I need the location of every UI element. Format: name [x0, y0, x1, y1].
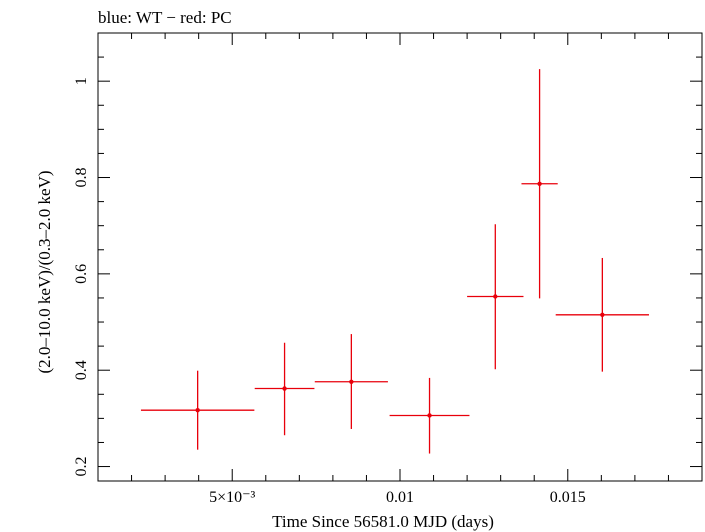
point-marker [427, 413, 432, 418]
x-axis-label: Time Since 56581.0 MJD (days) [272, 512, 494, 531]
point-marker [282, 386, 287, 391]
tick-labels: 5×10⁻³ 0.01 0.015 0.2 0.4 0.6 0.8 1 [73, 77, 586, 506]
data-series [140, 69, 649, 454]
point-marker [537, 181, 542, 186]
data-point [521, 69, 558, 299]
data-point [314, 334, 388, 429]
y-tick-label: 1 [73, 77, 90, 85]
y-tick-label: 0.6 [73, 264, 90, 284]
point-marker [493, 294, 498, 299]
x-tick-label: 0.015 [550, 489, 586, 506]
chart-title: blue: WT − red: PC [98, 8, 232, 27]
data-point [140, 370, 255, 450]
plot-frame [97, 32, 703, 482]
y-tick-label: 0.2 [73, 457, 90, 477]
x-tick-label: 5×10⁻³ [209, 489, 255, 506]
data-point [254, 342, 315, 436]
y-tick-label: 0.4 [73, 360, 90, 380]
point-marker [195, 407, 200, 413]
axis-ticks [98, 33, 702, 481]
data-point [467, 224, 524, 370]
data-point [389, 377, 470, 454]
point-marker [600, 312, 605, 318]
x-tick-label: 0.01 [386, 489, 414, 506]
data-point [555, 257, 649, 372]
point-marker [349, 379, 354, 384]
y-tick-label: 0.8 [73, 168, 90, 188]
y-axis-label: (2.0–10.0 keV)/(0.3–2.0 keV) [35, 170, 54, 373]
